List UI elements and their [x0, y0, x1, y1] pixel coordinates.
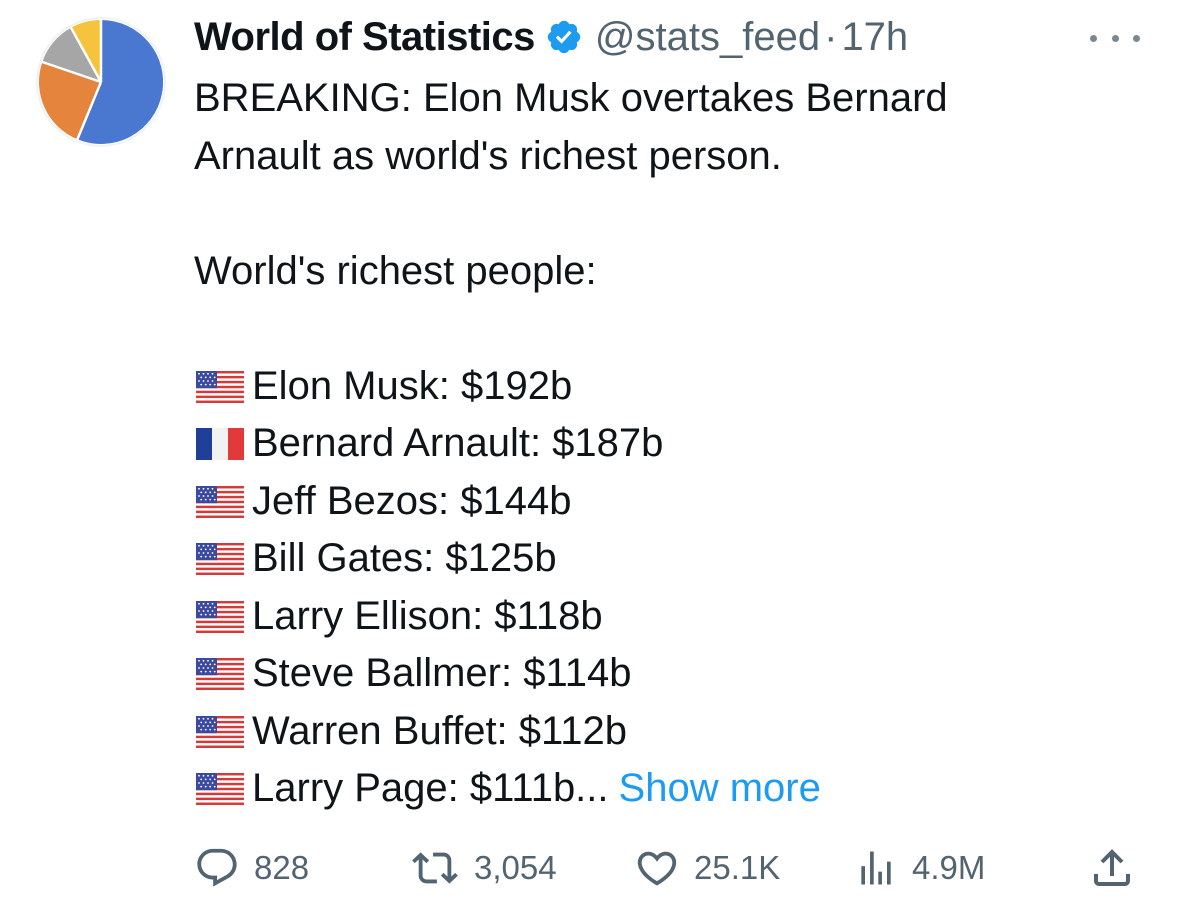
- list-item: Larry Page: $111b... Show more: [194, 760, 1154, 818]
- views-button[interactable]: 4.9M: [854, 838, 985, 898]
- tweet-text-line: BREAKING: Elon Musk overtakes Bernard: [194, 76, 948, 120]
- list-item: Jeff Bezos: $144b: [194, 473, 1154, 531]
- france-flag-icon: [196, 428, 244, 460]
- retweet-button[interactable]: 3,054: [410, 838, 557, 898]
- avatar[interactable]: [36, 17, 166, 147]
- retweet-count: 3,054: [474, 849, 557, 886]
- us-flag-icon: [196, 658, 244, 690]
- reply-count: 828: [254, 849, 310, 886]
- us-flag-icon: [196, 370, 244, 403]
- author-handle[interactable]: @stats_feed: [594, 14, 821, 59]
- share-icon: [1094, 849, 1130, 886]
- tweet-body: BREAKING: Elon Musk overtakes Bernard Ar…: [194, 70, 1154, 818]
- views-chart-icon: [861, 851, 891, 885]
- heart-icon: [637, 851, 677, 886]
- list-heading: World's richest people:: [194, 248, 597, 293]
- list-item: Elon Musk: $192b: [194, 358, 1154, 416]
- verified-badge-icon[interactable]: [545, 18, 583, 56]
- author-name[interactable]: World of Statistics: [194, 14, 535, 59]
- tweet-text-line: Arnault as world's richest person.: [194, 133, 782, 178]
- reply-button[interactable]: 828: [194, 838, 309, 898]
- pie-chart-icon: [39, 20, 163, 144]
- list-item: Steve Ballmer: $114b: [194, 645, 1154, 703]
- list-item: Larry Ellison: $118b: [194, 588, 1154, 646]
- us-flag-icon: [196, 600, 244, 633]
- us-flag-icon: [196, 773, 244, 805]
- us-flag-icon: [196, 715, 244, 748]
- list-item: Warren Buffet: $112b: [194, 703, 1154, 761]
- retweet-icon: [412, 852, 458, 884]
- share-button[interactable]: [1088, 838, 1136, 898]
- list-item: Bernard Arnault: $187b: [194, 415, 1154, 473]
- separator-dot: ·: [824, 14, 838, 59]
- tweet-actions: 828 3,054 25.1K 4.9M: [194, 838, 1144, 898]
- tweet-header: World of Statistics @stats_feed · 17h: [194, 12, 908, 62]
- us-flag-icon: [196, 543, 244, 575]
- like-count: 25.1K: [694, 849, 781, 886]
- more-options-icon[interactable]: [1090, 28, 1140, 48]
- show-more-link[interactable]: Show more: [618, 766, 821, 810]
- tweet-time[interactable]: 17h: [841, 14, 909, 59]
- reply-icon: [197, 848, 237, 887]
- us-flag-icon: [196, 485, 244, 518]
- like-button[interactable]: 25.1K: [634, 838, 780, 898]
- view-count: 4.9M: [912, 849, 986, 886]
- list-item: Bill Gates: $125b: [194, 530, 1154, 588]
